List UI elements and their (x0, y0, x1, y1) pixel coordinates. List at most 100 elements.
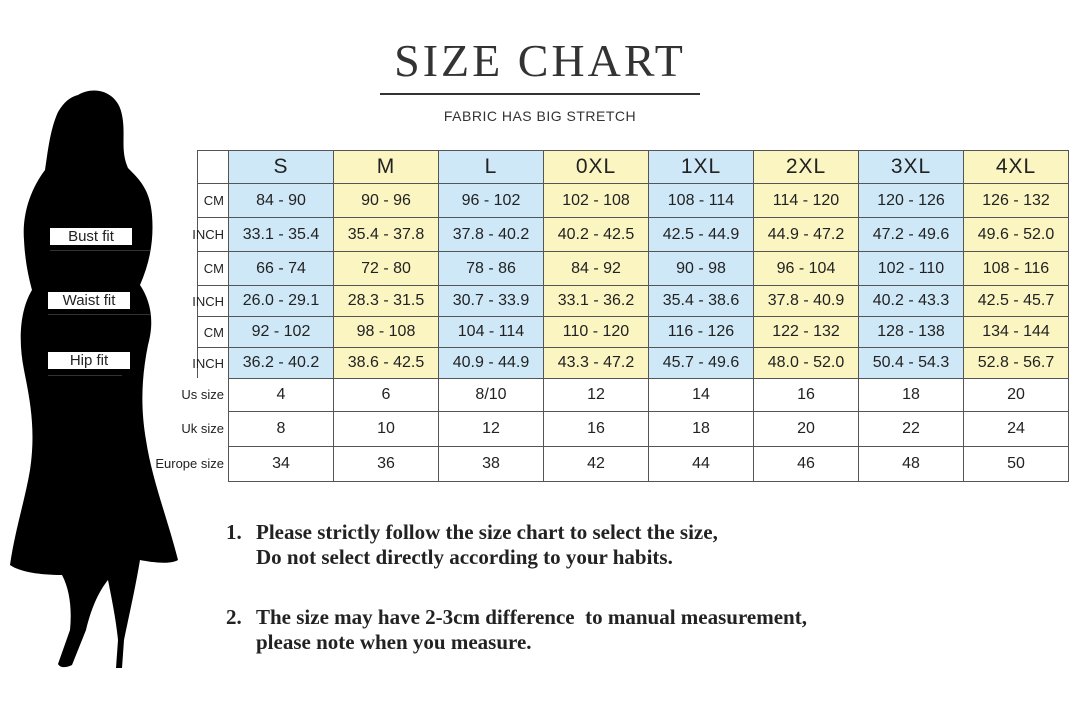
row-label: Europe size (155, 456, 224, 471)
size-cell: 84 - 90 (228, 183, 334, 218)
size-cell: 122 - 132 (753, 316, 859, 348)
size-cell: 90 - 98 (648, 251, 754, 286)
row-label: CM (197, 183, 228, 217)
size-cell: 98 - 108 (333, 316, 439, 348)
subtitle: FABRIC HAS BIG STRETCH (443, 108, 637, 124)
title: SIZE CHART (394, 35, 686, 86)
size-cell: 43.3 - 47.2 (543, 347, 649, 379)
size-cell: 10 (333, 411, 439, 447)
size-cell: 72 - 80 (333, 251, 439, 286)
size-cell: 78 - 86 (438, 251, 544, 286)
size-cell: 48 (858, 446, 964, 482)
size-cell: 128 - 138 (858, 316, 964, 348)
row-label: INCH (192, 285, 228, 316)
size-cell: 36.2 - 40.2 (228, 347, 334, 379)
size-cell: 108 - 114 (648, 183, 754, 218)
size-cell: 20 (963, 378, 1069, 412)
size-cell: 6 (333, 378, 439, 412)
title-rule (380, 93, 700, 95)
fit-line (48, 375, 122, 376)
size-cell: 8/10 (438, 378, 544, 412)
size-cell: 30.7 - 33.9 (438, 285, 544, 317)
size-cell: 28.3 - 31.5 (333, 285, 439, 317)
size-cell: 49.6 - 52.0 (963, 217, 1069, 252)
size-cell: 24 (963, 411, 1069, 447)
size-cell: 38.6 - 42.5 (333, 347, 439, 379)
size-cell: 102 - 110 (858, 251, 964, 286)
size-cell: 33.1 - 35.4 (228, 217, 334, 252)
size-cell: 50 (963, 446, 1069, 482)
row-label: Us size (181, 387, 224, 402)
size-cell: 47.2 - 49.6 (858, 217, 964, 252)
size-cell: 33.1 - 36.2 (543, 285, 649, 317)
size-cell: 18 (858, 378, 964, 412)
size-cell: 66 - 74 (228, 251, 334, 286)
size-cell: 84 - 92 (543, 251, 649, 286)
size-cell: 35.4 - 37.8 (333, 217, 439, 252)
fit-label: Bust fit (50, 228, 132, 245)
size-cell: 14 (648, 378, 754, 412)
size-cell: 96 - 104 (753, 251, 859, 286)
size-cell: 102 - 108 (543, 183, 649, 218)
fit-line (48, 314, 150, 315)
note-line: The size may have 2-3cm difference to ma… (256, 605, 807, 629)
size-header: 2XL (753, 150, 859, 184)
size-cell: 22 (858, 411, 964, 447)
size-cell: 44.9 - 47.2 (753, 217, 859, 252)
note-line: please note when you measure. (256, 630, 532, 654)
row-label: CM (197, 316, 228, 347)
size-cell: 44 (648, 446, 754, 482)
size-cell: 110 - 120 (543, 316, 649, 348)
size-cell: 90 - 96 (333, 183, 439, 218)
size-cell: 104 - 114 (438, 316, 544, 348)
size-cell: 38 (438, 446, 544, 482)
row-label: INCH (192, 347, 228, 378)
fit-label: Hip fit (48, 352, 130, 369)
size-cell: 18 (648, 411, 754, 447)
size-cell: 52.8 - 56.7 (963, 347, 1069, 379)
size-cell: 134 - 144 (963, 316, 1069, 348)
size-cell: 16 (543, 411, 649, 447)
size-cell: 108 - 116 (963, 251, 1069, 286)
note-line: Do not select directly according to your… (256, 545, 673, 569)
note-line: Please strictly follow the size chart to… (256, 520, 718, 544)
size-header: L (438, 150, 544, 184)
row-label: Uk size (181, 421, 224, 436)
size-cell: 50.4 - 54.3 (858, 347, 964, 379)
size-cell: 48.0 - 52.0 (753, 347, 859, 379)
size-header: 3XL (858, 150, 964, 184)
size-cell: 42 (543, 446, 649, 482)
size-cell: 4 (228, 378, 334, 412)
size-cell: 42.5 - 44.9 (648, 217, 754, 252)
size-cell: 116 - 126 (648, 316, 754, 348)
size-header: 0XL (543, 150, 649, 184)
note-number: 2. (226, 605, 242, 629)
size-cell: 40.9 - 44.9 (438, 347, 544, 379)
fit-line (50, 250, 150, 251)
size-cell: 12 (543, 378, 649, 412)
size-cell: 120 - 126 (858, 183, 964, 218)
size-cell: 35.4 - 38.6 (648, 285, 754, 317)
size-cell: 114 - 120 (753, 183, 859, 218)
size-cell: 37.8 - 40.2 (438, 217, 544, 252)
row-label: INCH (192, 217, 228, 251)
size-cell: 42.5 - 45.7 (963, 285, 1069, 317)
size-header: S (228, 150, 334, 184)
size-cell: 16 (753, 378, 859, 412)
corner-cell (197, 150, 229, 184)
size-cell: 92 - 102 (228, 316, 334, 348)
size-cell: 36 (333, 446, 439, 482)
size-cell: 37.8 - 40.9 (753, 285, 859, 317)
size-cell: 12 (438, 411, 544, 447)
row-label: CM (197, 251, 228, 285)
note-number: 1. (226, 520, 242, 544)
size-cell: 34 (228, 446, 334, 482)
size-cell: 8 (228, 411, 334, 447)
size-header: M (333, 150, 439, 184)
fit-label: Waist fit (48, 292, 130, 309)
size-cell: 20 (753, 411, 859, 447)
size-cell: 45.7 - 49.6 (648, 347, 754, 379)
size-header: 1XL (648, 150, 754, 184)
size-cell: 40.2 - 43.3 (858, 285, 964, 317)
